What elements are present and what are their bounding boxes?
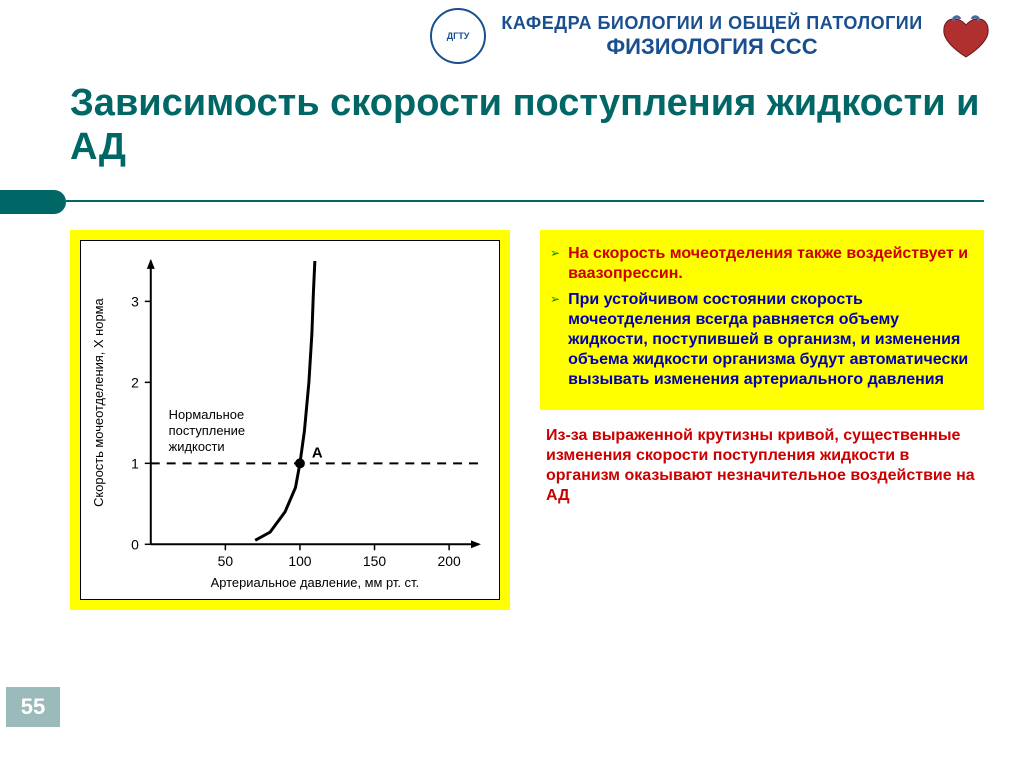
department-name: КАФЕДРА БИОЛОГИИ И ОБЩЕЙ ПАТОЛОГИИ (496, 13, 928, 34)
svg-text:100: 100 (288, 553, 311, 569)
svg-text:поступление: поступление (169, 423, 245, 438)
chart-container: 50 100 150 200 0 1 2 3 A Нормальноепоступлениежид… (70, 230, 510, 610)
heart-icon (938, 13, 994, 59)
svg-text:0: 0 (131, 536, 139, 552)
subject-name: ФИЗИОЛОГИЯ ССС (496, 34, 928, 60)
slide-title-block: Зависимость скорости поступления жидкост… (70, 82, 984, 169)
bullet-item: ➢ При устойчивом состоянии скорость мочео… (550, 290, 970, 390)
university-logo: ДГТУ (430, 8, 486, 64)
svg-text:200: 200 (438, 553, 461, 569)
svg-text:1: 1 (131, 455, 139, 471)
bullet-text: При устойчивом состоянии скорость мочеот… (568, 290, 970, 390)
chart: 50 100 150 200 0 1 2 3 A Нормальноепоступлениежид… (80, 240, 500, 600)
bullet-marker-icon: ➢ (550, 292, 560, 306)
bullet-marker-icon: ➢ (550, 246, 560, 260)
svg-text:150: 150 (363, 553, 386, 569)
title-underline (66, 200, 984, 202)
callout-text: Из-за выраженной крутизны кривой, сущест… (540, 422, 984, 510)
bullet-list: ➢ На скорость мочеотделения также воздейс… (540, 230, 984, 410)
svg-text:жидкости: жидкости (169, 439, 225, 454)
svg-text:3: 3 (131, 293, 139, 309)
page-number: 55 (6, 687, 60, 727)
logo-text: ДГТУ (447, 32, 470, 41)
svg-text:2: 2 (131, 374, 139, 390)
content-area: 50 100 150 200 0 1 2 3 A Нормальноепоступлениежид… (70, 230, 984, 610)
svg-text:Нормальное: Нормальное (169, 407, 244, 422)
svg-text:A: A (312, 445, 323, 461)
slide-header: ДГТУ КАФЕДРА БИОЛОГИИ И ОБЩЕЙ ПАТОЛОГИИ … (430, 8, 994, 64)
svg-text:Артериальное давление, мм рт.: Артериальное давление, мм рт. ст. (211, 575, 419, 590)
svg-text:Скорость мочеотделения, X норм: Скорость мочеотделения, X норма (91, 297, 106, 506)
bullet-item: ➢ На скорость мочеотделения также воздейс… (550, 244, 970, 284)
header-text-block: КАФЕДРА БИОЛОГИИ И ОБЩЕЙ ПАТОЛОГИИ ФИЗИО… (496, 13, 928, 60)
side-column: ➢ На скорость мочеотделения также воздейс… (540, 230, 984, 610)
bullet-text: На скорость мочеотделения также воздейст… (568, 244, 970, 284)
slide-title: Зависимость скорости поступления жидкост… (70, 82, 984, 169)
svg-text:50: 50 (218, 553, 234, 569)
title-accent-bar (0, 190, 66, 214)
